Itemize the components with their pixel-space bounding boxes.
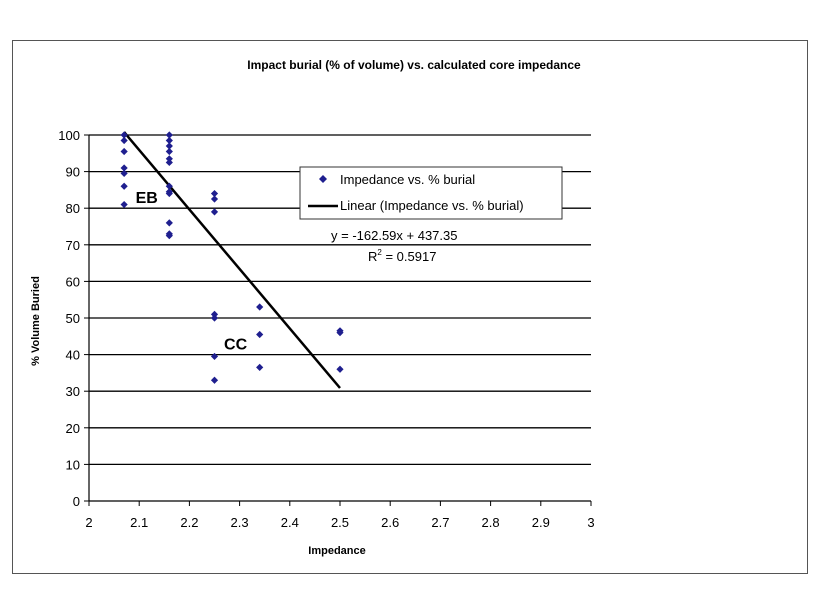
- data-point: [165, 142, 173, 150]
- scatter-chart: Impact burial (% of volume) vs. calculat…: [30, 58, 595, 557]
- x-tick-label: 2.8: [482, 515, 500, 530]
- data-point: [165, 219, 173, 227]
- data-point: [210, 195, 219, 203]
- legend-marker-icon: [319, 175, 327, 183]
- y-tick-label: 50: [66, 311, 80, 326]
- y-tick-label: 10: [66, 457, 80, 472]
- x-tick-label: 2.7: [431, 515, 449, 530]
- data-point: [165, 182, 173, 190]
- data-point: [256, 303, 264, 311]
- data-point: [165, 136, 173, 145]
- data-point: [120, 169, 128, 178]
- x-tick-label: 2.6: [381, 515, 399, 530]
- x-tick-label: 2.1: [130, 515, 148, 530]
- data-point: [210, 310, 219, 318]
- data-point: [165, 158, 173, 167]
- y-tick-label: 0: [73, 494, 80, 509]
- x-tick-label: 2.3: [231, 515, 249, 530]
- data-point: [210, 208, 219, 216]
- legend-box: [299, 166, 563, 220]
- data-point: [165, 189, 173, 198]
- data-points: [120, 131, 344, 384]
- y-tick-label: 90: [66, 165, 80, 180]
- data-point: [256, 363, 264, 372]
- data-point: [165, 155, 173, 163]
- data-point: [120, 182, 128, 190]
- data-point: [210, 352, 219, 361]
- y-tick-labels: 0 10 20 30 40 50 60 70 80 90 100: [58, 128, 80, 509]
- axes: [84, 134, 592, 506]
- x-axis-label: Impedance: [308, 545, 365, 557]
- legend-entry-trendline: Linear (Impedance vs. % burial): [340, 198, 524, 213]
- y-tick-label: 20: [66, 421, 80, 436]
- x-tick-label: 3: [587, 515, 594, 530]
- data-point: [165, 232, 173, 240]
- data-point: [210, 189, 219, 198]
- trendline-equation: y = -162.59x + 437.35: [331, 228, 457, 243]
- r-squared-value: = 0.5917: [382, 249, 437, 264]
- data-point: [120, 136, 128, 145]
- chart-title: Impact burial (% of volume) vs. calculat…: [247, 58, 581, 72]
- r-squared-exponent: 2: [377, 248, 382, 257]
- r-squared-symbol: R: [368, 249, 377, 264]
- data-point: [120, 164, 128, 172]
- data-point: [120, 131, 128, 139]
- data-point: [120, 147, 128, 156]
- x-tick-labels: 2 2.1 2.2 2.3 2.4 2.5 2.6 2.7 2.8 2.9 3: [85, 515, 594, 530]
- y-axis-label: % Volume Buried: [30, 276, 42, 366]
- y-tick-label: 30: [66, 384, 80, 399]
- y-tick-label: 80: [66, 201, 80, 216]
- data-point: [210, 314, 219, 322]
- x-tick-label: 2.2: [180, 515, 198, 530]
- y-tick-label: 70: [66, 238, 80, 253]
- y-tick-label: 60: [66, 274, 80, 289]
- trendline: [123, 131, 341, 389]
- x-tick-label: 2.5: [331, 515, 349, 530]
- x-tick-label: 2: [85, 515, 92, 530]
- data-point: [210, 376, 219, 384]
- y-tick-label: 40: [66, 348, 80, 363]
- x-tick-label: 2.4: [281, 515, 299, 530]
- legend: Impedance vs. % burial Linear (Impedance…: [299, 166, 563, 220]
- data-point: [120, 200, 128, 209]
- annotation-cc: CC: [224, 337, 248, 354]
- y-tick-label: 100: [58, 128, 80, 143]
- data-point: [336, 329, 344, 337]
- r-squared: R2 = 0.5917: [368, 248, 436, 264]
- data-point: [165, 131, 173, 139]
- legend-entry-points: Impedance vs. % burial: [340, 172, 475, 187]
- x-tick-label: 2.9: [532, 515, 550, 530]
- data-point: [256, 330, 264, 339]
- data-point: [336, 365, 344, 373]
- annotation-eb: EB: [136, 190, 158, 207]
- chart-frame: Impact burial (% of volume) vs. calculat…: [12, 40, 808, 574]
- data-point: [165, 147, 173, 156]
